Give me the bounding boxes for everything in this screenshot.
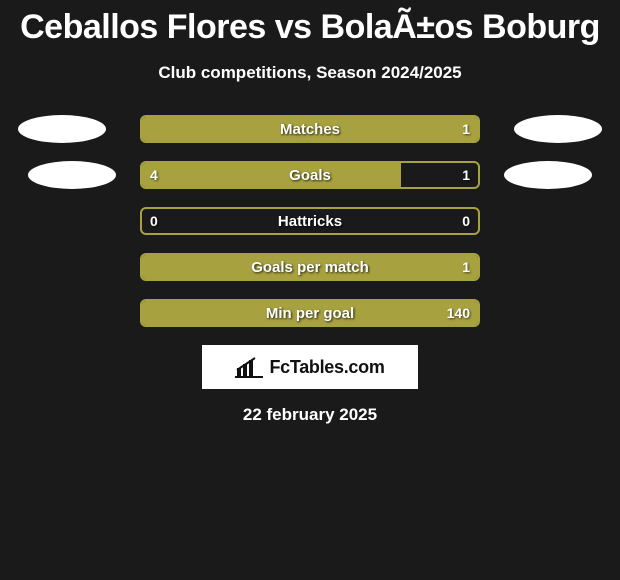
stat-row: 0 0Hattricks: [0, 207, 620, 235]
page-subtitle: Club competitions, Season 2024/2025: [0, 63, 620, 83]
player-left-ellipse: [28, 161, 116, 189]
stat-row: 140Min per goal: [0, 299, 620, 327]
stat-value-left: 4: [142, 163, 166, 187]
stat-bar: 41Goals: [140, 161, 480, 189]
player-left-ellipse: [18, 115, 106, 143]
logo-text: FcTables.com: [269, 357, 384, 378]
stat-value-right: 0: [454, 209, 478, 233]
stat-value-right: 140: [439, 301, 478, 325]
bar-fill-right: [142, 301, 478, 325]
player-right-ellipse: [504, 161, 592, 189]
stat-row: 41Goals: [0, 161, 620, 189]
stat-bar: 1Goals per match: [140, 253, 480, 281]
stat-bar: 0 0Hattricks: [140, 207, 480, 235]
stat-value-right: 1: [454, 255, 478, 279]
footer-logo: FcTables.com: [202, 345, 418, 389]
stat-row: 1Matches: [0, 115, 620, 143]
bar-fill-right: [142, 117, 478, 141]
footer-date: 22 february 2025: [0, 405, 620, 425]
player-right-ellipse: [514, 115, 602, 143]
stat-value-left: 0: [142, 209, 166, 233]
page-title: Ceballos Flores vs BolaÃ±os Boburg: [0, 0, 620, 47]
stat-label: Hattricks: [142, 209, 478, 233]
stat-bar: 1Matches: [140, 115, 480, 143]
bar-fill-left: [142, 163, 401, 187]
stats-container: 1Matches41Goals00Hattricks1Goals per mat…: [0, 115, 620, 327]
bar-fill-right: [142, 255, 478, 279]
chart-icon: [235, 356, 263, 378]
stat-value-right: 1: [454, 163, 478, 187]
stat-value-right: 1: [454, 117, 478, 141]
stat-row: 1Goals per match: [0, 253, 620, 281]
stat-bar: 140Min per goal: [140, 299, 480, 327]
